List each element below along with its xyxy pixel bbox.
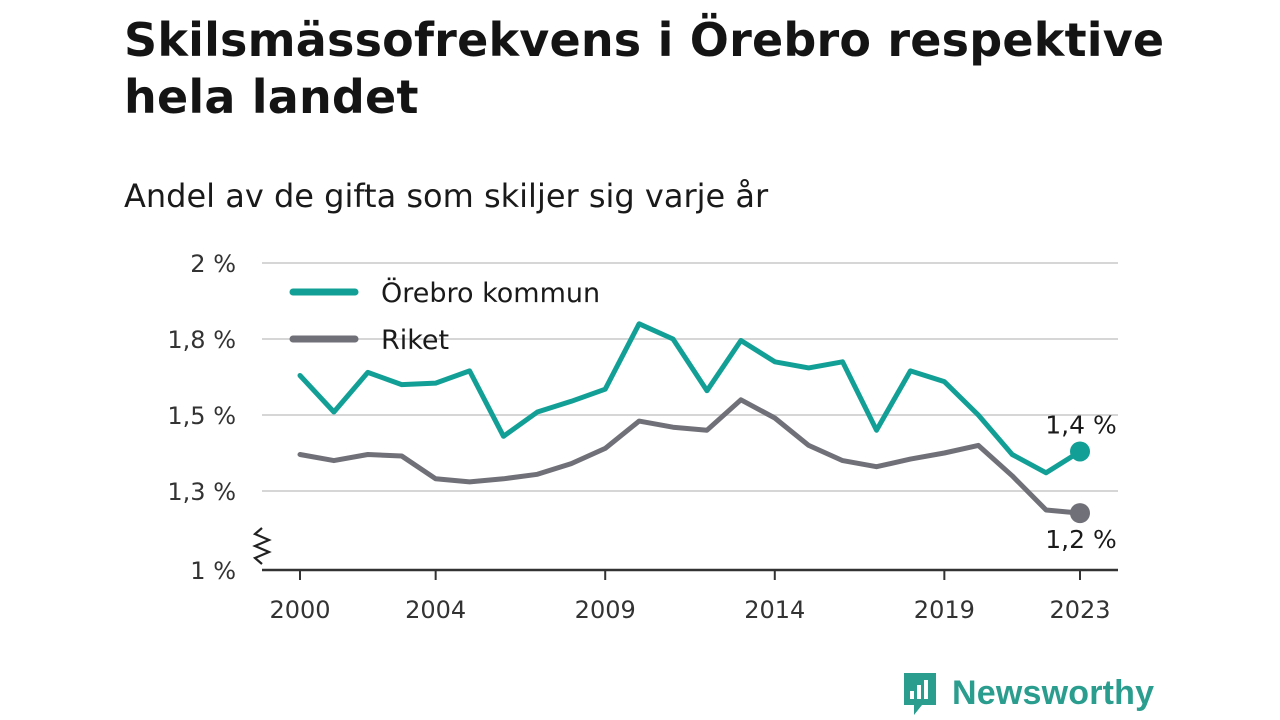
chart-title: Skilsmässofrekvens i Örebro respektive h… (124, 13, 1165, 124)
legend-label: Örebro kommun (381, 277, 600, 309)
chart-subtitle: Andel av de gifta som skiljer sig varje … (124, 177, 769, 215)
x-tick-label: 2019 (914, 596, 975, 624)
newsworthy-logo-icon (904, 673, 936, 715)
y-tick-label: 1,5 % (167, 402, 236, 430)
x-tick-label: 2023 (1049, 596, 1110, 624)
series-line-riket (297, 397, 1083, 516)
axis-break-icon (252, 527, 272, 565)
x-tick-label: 2009 (575, 596, 636, 624)
series-end-point (1070, 503, 1090, 524)
legend-label: Riket (381, 325, 449, 356)
series-line-örebro-kommun (297, 321, 1083, 476)
x-tick-label: 2014 (744, 596, 805, 624)
x-tick-label: 2004 (405, 596, 466, 624)
newsworthy-logo: Newsworthy (900, 668, 1154, 718)
y-tick-label: 1 % (190, 557, 236, 585)
series-end-label: 1,4 % (1045, 410, 1116, 439)
y-tick-label: 1,8 % (167, 326, 236, 354)
series-end-point (1070, 441, 1090, 462)
x-tick-label: 2000 (269, 596, 330, 624)
y-tick-label: 2 % (190, 250, 236, 278)
y-tick-label: 1,3 % (167, 478, 236, 506)
newsworthy-logo-text: Newsworthy (952, 673, 1155, 712)
series-end-label: 1,2 % (1045, 525, 1116, 554)
